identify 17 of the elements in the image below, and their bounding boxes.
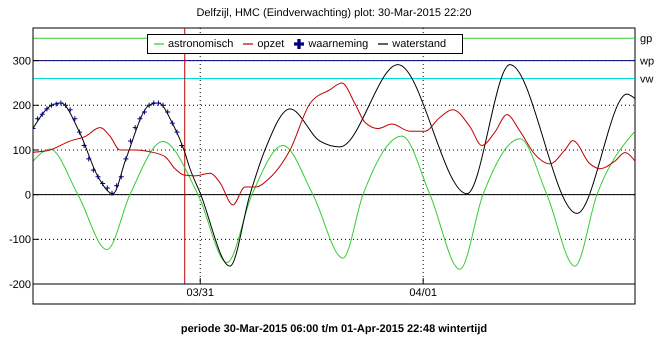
ref-line-label: gp — [640, 33, 652, 46]
x-tick-label: 03/31 — [186, 286, 214, 299]
y-tick-label: 300 — [12, 56, 31, 68]
y-tick-label: -100 — [8, 234, 31, 246]
ref-line-label: wp — [639, 56, 654, 68]
y-tick-label: 100 — [12, 144, 31, 157]
y-tick-label: 200 — [12, 100, 31, 112]
y-tick-label: 0 — [24, 190, 31, 202]
y-tick-label: -200 — [8, 278, 31, 291]
legend-label: waterstand — [392, 38, 446, 50]
x-tick-label: 04/01 — [409, 286, 437, 299]
legend-label: opzet — [257, 38, 284, 50]
legend-label: waarneming — [308, 38, 368, 50]
ref-line-label: vw — [640, 73, 654, 86]
chart-title: Delfzijl, HMC (Eindverwachting) plot: 30-Mar-2015 22:20 — [196, 7, 472, 19]
x-axis-title: periode 30-Mar-2015 06:00 t/m 01-Apr-2015 22:48 wintertijd — [180, 323, 488, 335]
legend-label: astronomisch — [168, 38, 234, 50]
